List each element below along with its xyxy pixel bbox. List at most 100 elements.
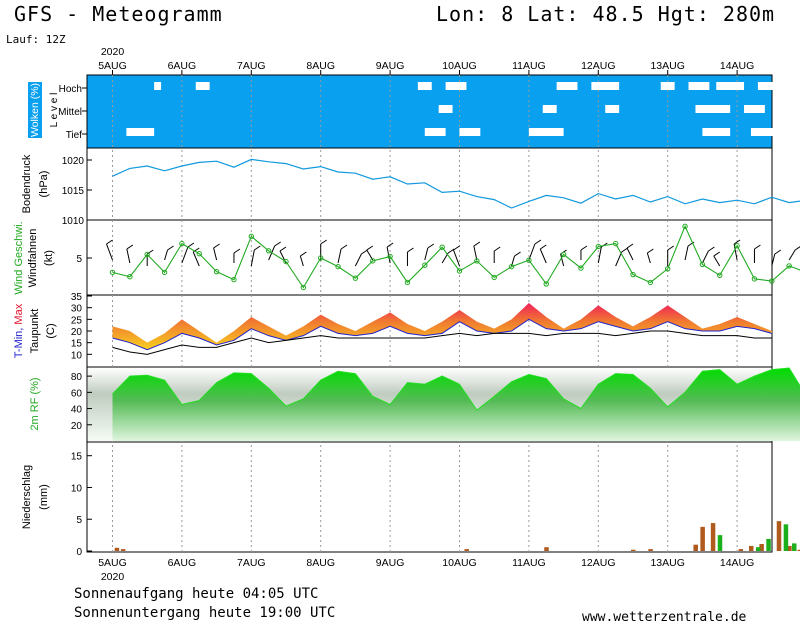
wind-speed-point	[717, 272, 723, 278]
wind-speed-point	[283, 258, 289, 265]
humidity-ylabel: 2m RF (%)	[29, 377, 41, 430]
wind-barb-feather	[233, 248, 241, 254]
wind-barb	[539, 248, 547, 264]
wind-speed-point	[370, 258, 376, 264]
panel-frame-1	[86, 147, 773, 221]
temp-band-group	[112, 303, 772, 355]
wind-barb-feather	[754, 244, 761, 250]
temp-tick: 35	[71, 292, 83, 303]
day-label-top: 12AUG	[581, 60, 615, 72]
sunset-text: Sonnenuntergang heute 19:00 UTC	[74, 605, 336, 621]
wind-speed-point	[144, 251, 150, 258]
wind-barb-feather	[254, 245, 261, 251]
precip-bar-rain	[776, 521, 782, 551]
precip-bar-rain	[693, 544, 698, 551]
wind-barb-feather	[187, 242, 195, 248]
wind-barb	[106, 243, 113, 261]
cloud-clear-patch	[445, 82, 467, 90]
precip-bar-rain	[648, 549, 653, 551]
day-label-top: 8AUG	[306, 60, 335, 72]
wind-speed-point	[560, 251, 567, 258]
wind-speed-point	[300, 284, 307, 291]
precip-bar-rain	[738, 549, 744, 551]
wind-speed-point	[248, 233, 255, 240]
wind-speed-point	[630, 271, 636, 278]
wind-speed-point	[196, 250, 202, 257]
day-label-bottom: 7AUG	[237, 557, 266, 569]
model-title: GFS - Meteogramm	[14, 2, 223, 26]
wind-barb	[646, 252, 651, 264]
wind-barb-feather	[300, 251, 307, 257]
wind-barb-feather	[146, 249, 154, 255]
humidity-area	[112, 368, 800, 441]
wind-tick: 5	[76, 254, 82, 265]
wind-speed-point	[682, 223, 688, 230]
wind-barb	[126, 248, 131, 264]
pressure-tick: 1020	[62, 156, 85, 167]
day-label-bottom: 8AUG	[306, 557, 335, 569]
wind-speed-point	[751, 276, 758, 282]
precip-bar-convective	[717, 535, 723, 551]
cloud-clear-patch	[528, 128, 564, 136]
day-label-bottom: 12AUG	[581, 557, 615, 569]
wind-speed-point	[491, 274, 497, 281]
temp-tick: 30	[71, 304, 83, 315]
precip-bar-rain	[114, 547, 120, 551]
tmin-label: T-Min,	[13, 325, 25, 359]
wind-barb-feather	[774, 249, 782, 255]
panel-frame-2	[86, 219, 773, 296]
temp-band	[112, 303, 772, 350]
wind-speed-point	[734, 243, 740, 249]
day-label-top: 10AUG	[442, 60, 476, 72]
dewpoint-line	[112, 330, 772, 355]
wind-barb-feather	[626, 243, 634, 249]
cloud-clear-patch	[757, 82, 779, 90]
wind-series-label: Wind Geschwi.	[13, 221, 25, 294]
wind-speed-point	[769, 278, 775, 284]
wind-barb-feather	[473, 241, 481, 247]
day-label-bottom: 10AUG	[442, 557, 476, 569]
wind-speed-point	[665, 266, 671, 272]
wind-speed-point	[265, 248, 272, 254]
tmin-line	[112, 318, 772, 351]
wind-barb	[213, 247, 218, 261]
wind-speed-point	[109, 269, 116, 276]
wind-speed-point	[543, 281, 549, 287]
wind-speed-point	[474, 258, 480, 264]
wind-barb	[337, 248, 342, 264]
precip-bar-rain	[464, 549, 469, 551]
wind-barb-feather	[733, 239, 741, 245]
cloud-clear-patch	[459, 128, 481, 136]
wind-barb-feather	[361, 249, 368, 255]
wind-speed-point	[595, 243, 601, 250]
day-label-top: 13AUG	[650, 60, 684, 72]
cloud-clear-patch	[417, 82, 432, 90]
pressure-unit: (hPa)	[38, 171, 50, 198]
tmax-label: Max	[13, 303, 25, 324]
wind-barb	[528, 243, 536, 261]
wind-barb-feather	[447, 248, 455, 254]
site-credit[interactable]: www.wetterzentrale.de	[582, 610, 747, 625]
precip-tick: 5	[76, 515, 82, 526]
wind-barb-feather	[407, 247, 414, 253]
cloud-clear-patch	[744, 105, 765, 113]
wind-barb-feather	[708, 246, 715, 252]
precip-ylabel: Niederschlag	[21, 465, 33, 529]
wind-barb	[164, 249, 169, 261]
wind-barb	[453, 249, 460, 267]
wind-barb-feather	[340, 244, 348, 250]
wind-barb-feather	[621, 247, 628, 253]
temp-tick: 15	[71, 339, 83, 350]
precip-bar-convective	[792, 543, 797, 551]
wind-barb	[597, 246, 602, 264]
day-label-top: 7AUG	[237, 60, 266, 72]
wind-barb-feather	[427, 243, 435, 249]
wind-barb	[354, 253, 362, 267]
wind-barb-feather	[274, 241, 281, 247]
humidity-line	[112, 367, 800, 411]
wind-barb-feather	[167, 245, 174, 251]
cloud-clear-patch	[438, 105, 453, 113]
cloud-clear-patch	[556, 82, 578, 90]
humidity-tick: 20	[71, 421, 83, 432]
humidity-tick: 40	[71, 405, 83, 416]
